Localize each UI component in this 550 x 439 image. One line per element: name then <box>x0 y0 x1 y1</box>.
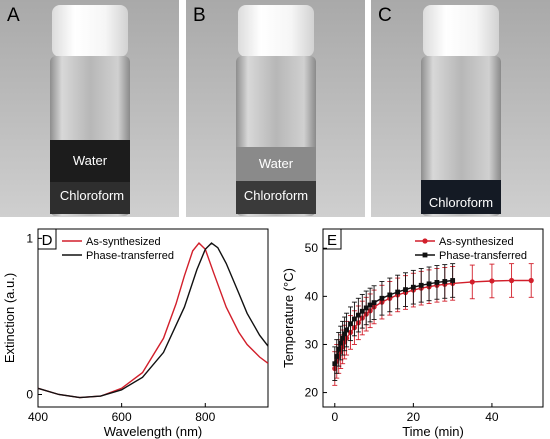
vial-cap <box>52 5 128 57</box>
y-axis-label: Extinction (a.u.) <box>2 273 17 363</box>
data-point <box>529 278 534 283</box>
data-point <box>411 285 416 290</box>
photo-panel-a: Water Chloroform A <box>0 0 179 217</box>
vial-cap <box>423 5 499 57</box>
legend-marker <box>423 253 428 258</box>
panel-letter-b: B <box>193 5 206 27</box>
data-point <box>435 280 440 285</box>
data-point <box>372 300 377 305</box>
y-axis-label: Temperature (°C) <box>281 268 296 368</box>
series-line-as-synthesized <box>38 243 268 398</box>
data-point <box>380 296 385 301</box>
data-point <box>403 287 408 292</box>
x-tick-label: 600 <box>112 410 132 424</box>
vial-photo-c: Chloroform <box>371 0 550 217</box>
data-point <box>489 278 494 283</box>
legend-label: Phase-transferred <box>86 250 174 262</box>
y-tick-label: 20 <box>305 386 319 400</box>
panel-letter-c: C <box>378 5 392 27</box>
x-axis-label: Time (min) <box>402 424 464 439</box>
chart-e-lines <box>332 264 534 386</box>
panel-letter-a: A <box>7 5 20 27</box>
chloroform-label: Chloroform <box>244 188 308 203</box>
chart-e: E 0 20 40 20 30 40 50 Time (min) Temperature (°C)… <box>275 217 550 439</box>
x-tick-label: 0 <box>331 410 338 424</box>
data-point <box>450 278 455 283</box>
vial-photo-b: Water Chloroform <box>186 0 365 217</box>
photo-panel-c: Chloroform C <box>371 0 550 217</box>
data-point <box>509 278 514 283</box>
y-tick-label: 50 <box>305 241 319 255</box>
data-point <box>427 281 432 286</box>
x-tick-label: 40 <box>485 410 499 424</box>
panel-letter: E <box>327 232 337 249</box>
data-point <box>387 293 392 298</box>
data-point <box>348 321 353 326</box>
legend-label: As-synthesized <box>439 236 514 248</box>
chart-d-lines <box>38 243 268 398</box>
y-tick-label: 1 <box>26 231 33 245</box>
legend-label: As-synthesized <box>86 236 161 248</box>
water-label: Water <box>259 156 294 171</box>
chart-e-legend: As-synthesized Phase-transferred <box>415 236 527 262</box>
y-tick-label: 30 <box>305 337 319 351</box>
vial-cap <box>238 5 314 57</box>
data-point <box>344 328 349 333</box>
vial-photo-a: Water Chloroform <box>0 0 179 217</box>
chloroform-label: Chloroform <box>60 188 124 203</box>
photo-panel-b: Water Chloroform B <box>186 0 365 217</box>
data-point <box>419 283 424 288</box>
y-tick-label: 40 <box>305 289 319 303</box>
x-tick-label: 400 <box>28 410 48 424</box>
legend-label: Phase-transferred <box>439 250 527 262</box>
chart-d: D 400 600 800 0 1 Wavelength (nm) Extinction (a… <box>0 217 275 439</box>
x-tick-label: 800 <box>195 410 215 424</box>
data-point <box>442 279 447 284</box>
x-axis-label: Wavelength (nm) <box>104 424 203 439</box>
y-tick-label: 0 <box>26 388 33 402</box>
legend-marker <box>422 238 427 243</box>
data-point <box>470 279 475 284</box>
water-label: Water <box>73 153 108 168</box>
panel-letter: D <box>42 232 53 249</box>
x-tick-label: 20 <box>407 410 421 424</box>
chart-d-legend: As-synthesized Phase-transferred <box>62 236 174 262</box>
data-point <box>395 290 400 295</box>
chloroform-label: Chloroform <box>429 195 493 210</box>
